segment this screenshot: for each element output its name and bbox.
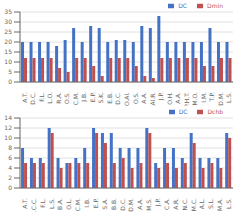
svg-text:T.P.: T.P. [208,92,215,103]
svg-text:A.L.: A.L. [198,198,205,209]
html-text:Dchb: Dchb [207,108,223,115]
svg-text:A.A.: A.A. [140,92,147,104]
svg-text:D.C.: D.C. [119,198,126,211]
svg-text:M.O.: M.O. [191,92,198,106]
svg-text:E.P.: E.P. [89,92,96,102]
svg-text:Al.R.: Al.R. [149,92,156,106]
svg-text:S.L.: S.L. [207,198,214,209]
svg-text:F.L.: F.L. [39,198,46,208]
svg-text:C.A.: C.A. [163,198,170,210]
html-text:Dmin: Dmin [207,2,223,9]
svg-text:B.B.: B.B. [110,198,117,210]
svg-text:F.L.: F.L. [38,92,45,102]
html-text:DC: DC [178,2,188,9]
svg-text:M.C.: M.C. [190,198,197,211]
svg-text:O.L.: O.L. [65,198,72,210]
svg-text:D.M.: D.M. [127,198,134,212]
svg-text:2: 2 [8,174,12,181]
svg-text:25: 25 [8,28,12,35]
svg-text:L.S.: L.S. [225,92,229,103]
svg-text:30: 30 [8,18,12,25]
svg-text:M.S.: M.S. [145,198,152,211]
html-text:DC: DC [178,108,188,115]
svg-text:S.A.: S.A. [101,198,108,210]
svg-text:B.A.: B.A. [56,198,63,210]
svg-text:O.Al.: O.Al. [123,92,130,106]
svg-text:35: 35 [8,8,12,15]
svg-text:C.M.: C.M. [72,92,79,105]
svg-text:L.O.: L.O. [46,92,53,104]
svg-text:O.H.: O.H. [166,92,173,105]
svg-text:D.M.: D.M. [217,92,224,106]
svg-text:L.S.: L.S. [48,198,55,209]
svg-text:E.B.: E.B. [106,92,113,104]
svg-text:A.A.: A.A. [136,198,143,210]
svg-text:0: 0 [8,184,12,191]
svg-text:10: 10 [8,58,12,65]
svg-text:A.T.: A.T. [21,198,28,209]
svg-text:I.B.: I.B. [83,198,90,208]
svg-text:I.M.: I.M. [200,92,207,103]
svg-text:6: 6 [8,154,12,161]
svg-text:R.A.: R.A. [55,92,62,104]
svg-text:J.P.: J.P. [157,92,165,101]
svg-text:12: 12 [8,124,12,131]
svg-text:P.H.T.: P.H.T. [183,92,190,106]
svg-text:J.B.: J.B. [80,92,88,103]
svg-text:15: 15 [8,48,12,55]
svg-text:N.C.: N.C. [181,198,188,211]
svg-text:O.C.C.: O.C.C. [30,198,37,212]
svg-text:D.C.: D.C. [29,92,36,105]
svg-text:5: 5 [8,68,12,75]
svg-text:D.C.: D.C. [114,92,121,105]
svg-text:A.T.: A.T. [21,92,28,103]
svg-text:O.S.: O.S. [63,92,70,104]
svg-text:A.R.: A.R. [172,198,179,210]
svg-text:E.P.: E.P. [92,198,99,208]
svg-text:10: 10 [8,134,12,141]
svg-text:M.A.: M.A. [216,198,223,211]
svg-text:C.M.: C.M. [74,198,81,211]
svg-text:8: 8 [8,144,12,151]
svg-text:4: 4 [8,164,12,171]
svg-text:0: 0 [8,78,12,85]
svg-text:O.S.: O.S. [132,92,139,104]
svg-text:J.P.: J.P. [154,198,162,207]
svg-text:20: 20 [8,38,12,45]
svg-text:14: 14 [8,114,12,121]
svg-text:A.A.: A.A. [174,92,181,104]
svg-text:S.K.: S.K. [97,92,104,104]
svg-text:L.S.: L.S. [225,198,229,209]
